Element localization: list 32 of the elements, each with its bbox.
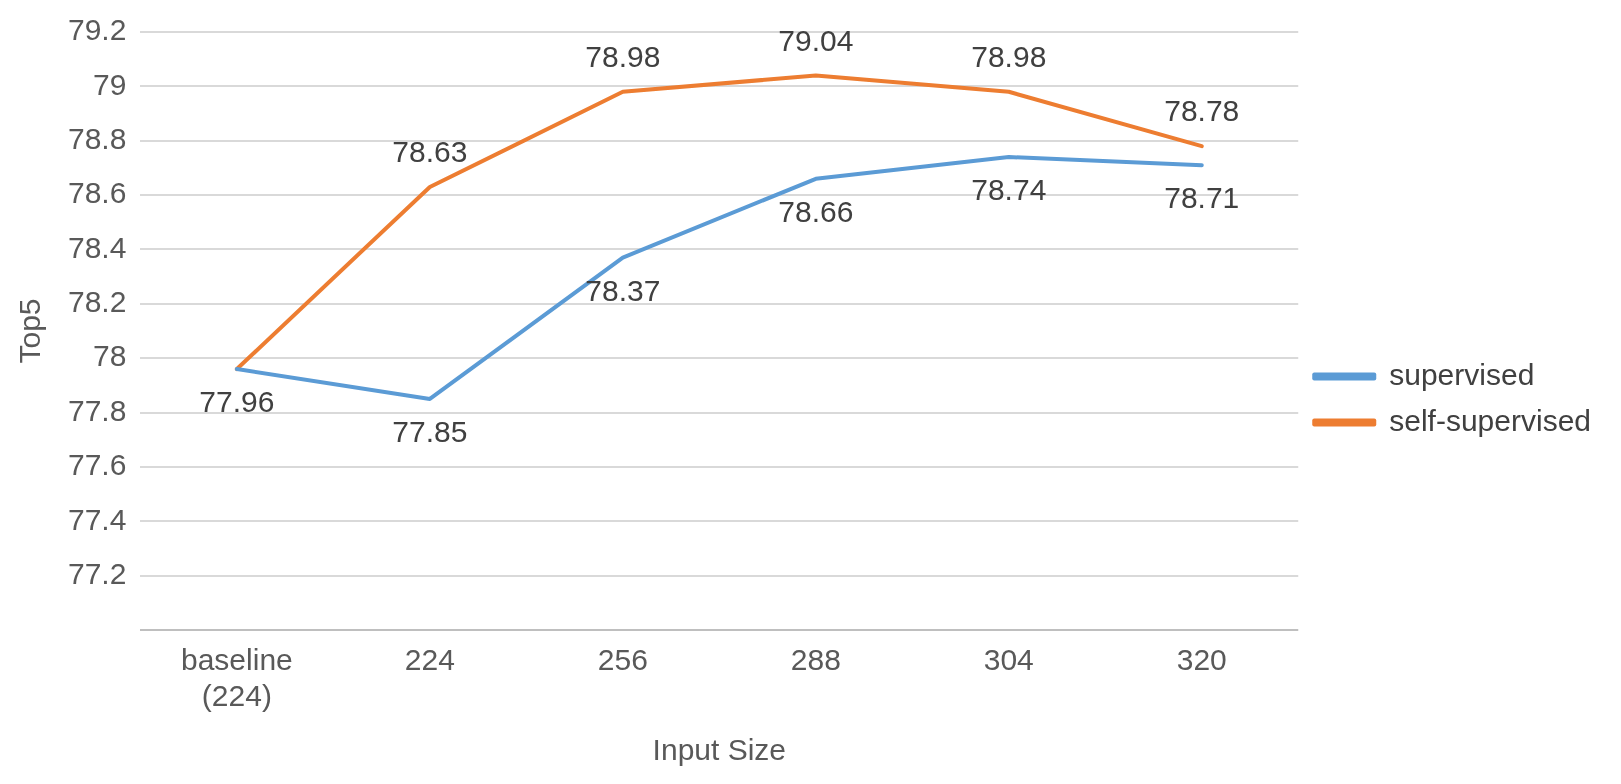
x-tick-label: 288	[790, 643, 841, 677]
y-tick-label: 77.4	[68, 502, 127, 536]
y-tick-label: 78.6	[68, 176, 127, 210]
y-tick-label: 77.8	[68, 393, 127, 427]
y-tick-label: 77.6	[68, 448, 127, 482]
x-axis-title: Input Size	[652, 733, 787, 767]
data-label: 77.85	[392, 415, 468, 449]
y-axis-title: Top5	[13, 298, 47, 364]
data-label: 79.04	[778, 23, 854, 57]
x-tick-label: 320	[1176, 643, 1227, 677]
x-tick-label: 256	[597, 643, 648, 677]
data-label: 78.37	[585, 273, 661, 307]
data-label: 78.98	[971, 40, 1047, 74]
legend-label: supervised	[1389, 357, 1535, 391]
y-tick-label: 78.4	[68, 230, 127, 264]
y-tick-label: 77.2	[68, 556, 127, 590]
x-tick-label: 224	[404, 643, 455, 677]
data-label: 78.78	[1164, 94, 1240, 128]
x-tick-label: 304	[983, 643, 1034, 677]
x-tick-label: baseline (224)	[180, 643, 293, 713]
data-label: 78.63	[392, 135, 468, 169]
y-tick-label: 79	[93, 67, 127, 101]
data-label: 78.74	[971, 173, 1047, 207]
legend-label: self-supervised	[1389, 403, 1592, 437]
y-tick-label: 79.2	[68, 13, 127, 47]
y-tick-label: 78.2	[68, 285, 127, 319]
data-label: 78.66	[778, 195, 854, 229]
data-label: 78.71	[1164, 181, 1240, 215]
y-tick-label: 78	[93, 339, 127, 373]
data-label: 78.98	[585, 40, 661, 74]
data-label: 77.96	[199, 385, 275, 419]
y-tick-label: 78.8	[68, 121, 127, 155]
